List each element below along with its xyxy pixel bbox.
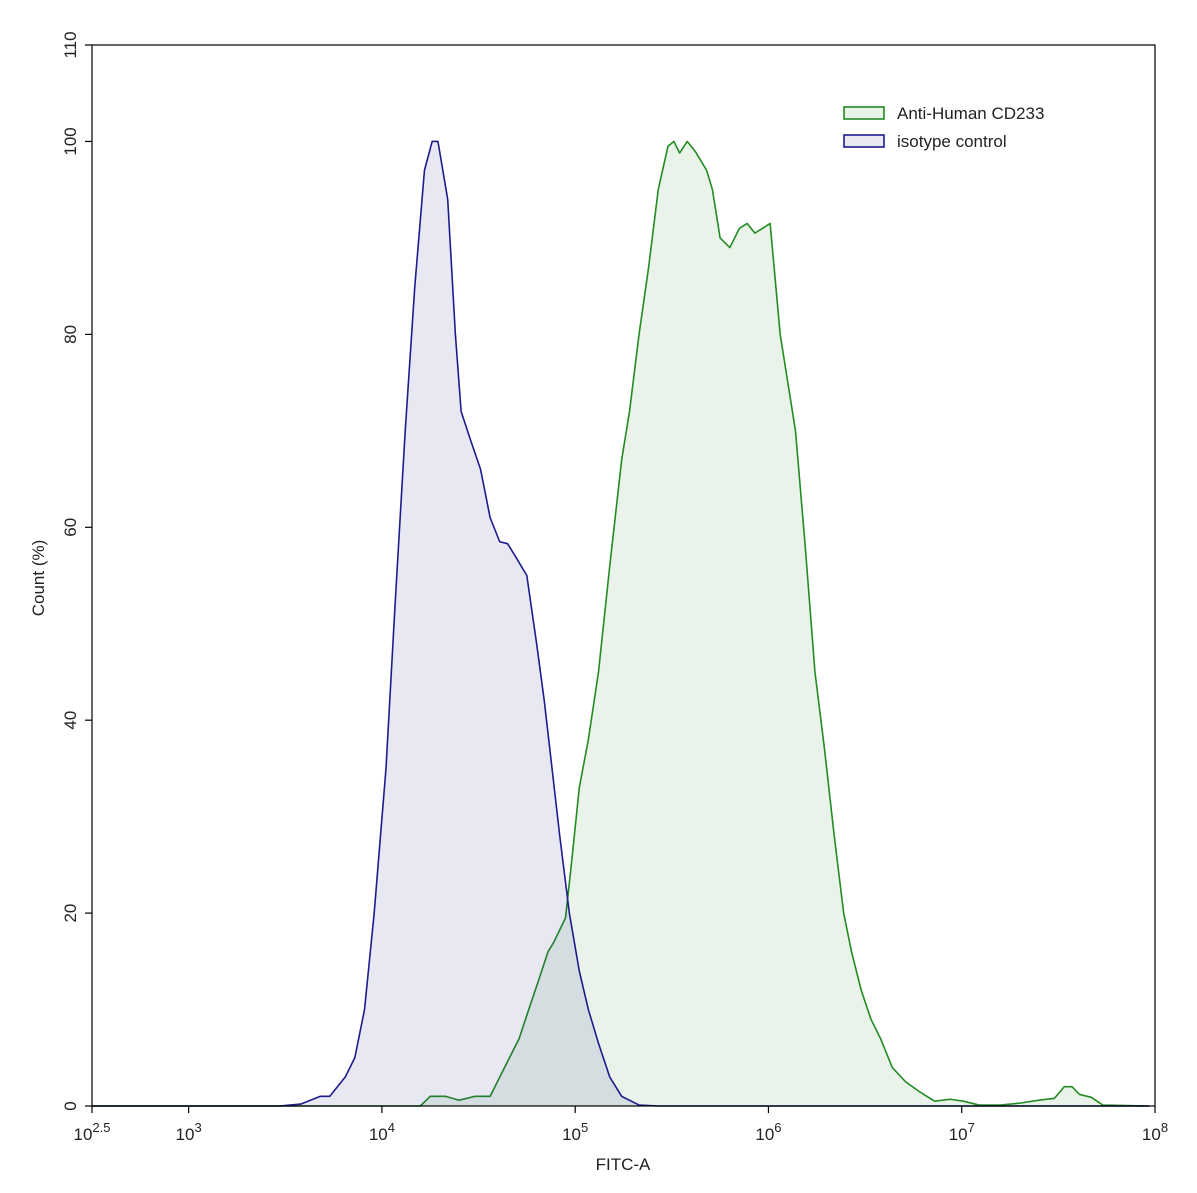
x-tick-label: 102.5 (74, 1120, 111, 1144)
plot-frame (91, 44, 1156, 1107)
y-tick-label: 60 (61, 518, 80, 537)
legend-label: Anti-Human CD233 (897, 104, 1044, 123)
y-tick-label: 20 (61, 904, 80, 923)
x-axis-label: FITC-A (596, 1155, 651, 1174)
histogram-line (91, 140, 1150, 1107)
legend-label: isotype control (897, 132, 1007, 151)
legend-swatch (843, 106, 885, 120)
y-tick-label: 110 (61, 31, 80, 58)
y-tick-label: 0 (61, 1101, 80, 1110)
histogram-line (91, 140, 1150, 1107)
y-axis-label: Count (%) (29, 540, 48, 617)
x-tick-label: 104 (369, 1120, 395, 1144)
y-tick-label: 40 (61, 711, 80, 730)
x-tick-label: 103 (176, 1120, 202, 1144)
x-tick-label: 105 (562, 1120, 588, 1144)
x-tick-label: 107 (949, 1120, 975, 1144)
y-tick-label: 100 (61, 127, 80, 155)
x-tick-label: 108 (1142, 1120, 1168, 1144)
legend-swatch (843, 134, 885, 148)
y-tick-label: 80 (61, 325, 80, 344)
x-tick-label: 106 (755, 1120, 781, 1144)
histogram-area (91, 141, 1150, 1106)
